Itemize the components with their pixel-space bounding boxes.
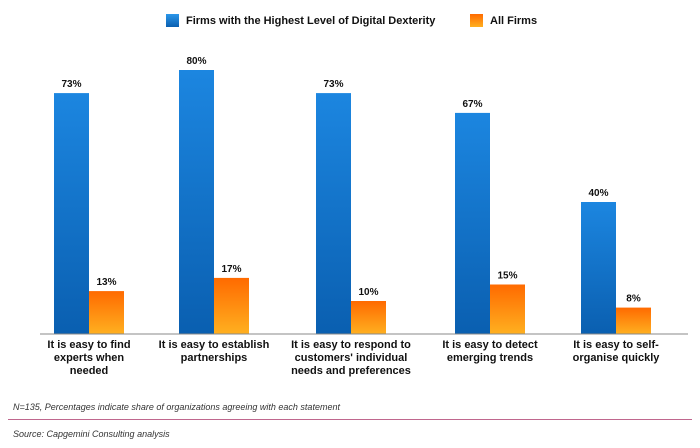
bar-top-performers-4 — [455, 112, 490, 335]
data-label-all-firms-3: 10% — [358, 287, 378, 298]
legend-item-all-firms: All Firms — [470, 14, 537, 27]
bar-top-performers-3 — [316, 93, 351, 334]
legend-swatch-orange — [470, 14, 483, 27]
data-label-all-firms-5: 8% — [626, 294, 641, 305]
legend-item-top-performers: Firms with the Highest Level of Digital … — [166, 14, 435, 27]
footnote: N=135, Percentages indicate share of org… — [13, 402, 340, 412]
bar-all-firms-1 — [89, 291, 124, 334]
data-label-all-firms-4: 15% — [497, 271, 517, 282]
data-label-top-performers-1: 73% — [61, 79, 81, 90]
category-label-4: It is easy to detect emerging trends — [442, 339, 538, 364]
bar-all-firms-4 — [490, 284, 525, 334]
bar-top-performers-5 — [581, 202, 616, 334]
category-label-2: It is easy to establish partnerships — [159, 339, 270, 364]
data-label-top-performers-3: 73% — [323, 79, 343, 90]
bar-top-performers-1 — [54, 93, 89, 334]
legend-label-all-firms: All Firms — [490, 14, 538, 27]
data-label-top-performers-2: 80% — [186, 56, 206, 67]
data-label-top-performers-4: 67% — [462, 99, 482, 110]
data-label-all-firms-1: 13% — [96, 277, 116, 288]
data-label-all-firms-2: 17% — [221, 264, 241, 275]
bar-all-firms-2 — [214, 277, 249, 334]
category-label-3: It is easy to respond to customers' indiv… — [291, 339, 411, 377]
category-label-5: It is easy to self-organise quickly — [573, 339, 661, 364]
legend-label-top-performers: Firms with the Highest Level of Digital … — [186, 14, 436, 27]
bar-all-firms-3 — [351, 301, 386, 334]
divider — [8, 419, 692, 420]
legend-swatch-blue — [166, 14, 179, 27]
source-note: Source: Capgemini Consulting analysis — [13, 429, 170, 439]
bar-all-firms-5 — [616, 307, 651, 334]
category-label-1: It is easy to find experts when needed — [47, 339, 130, 377]
bar-top-performers-2 — [179, 70, 214, 334]
data-label-top-performers-5: 40% — [588, 188, 608, 199]
bar-chart: 73% 13% It is easy to find experts when need… — [40, 56, 688, 377]
